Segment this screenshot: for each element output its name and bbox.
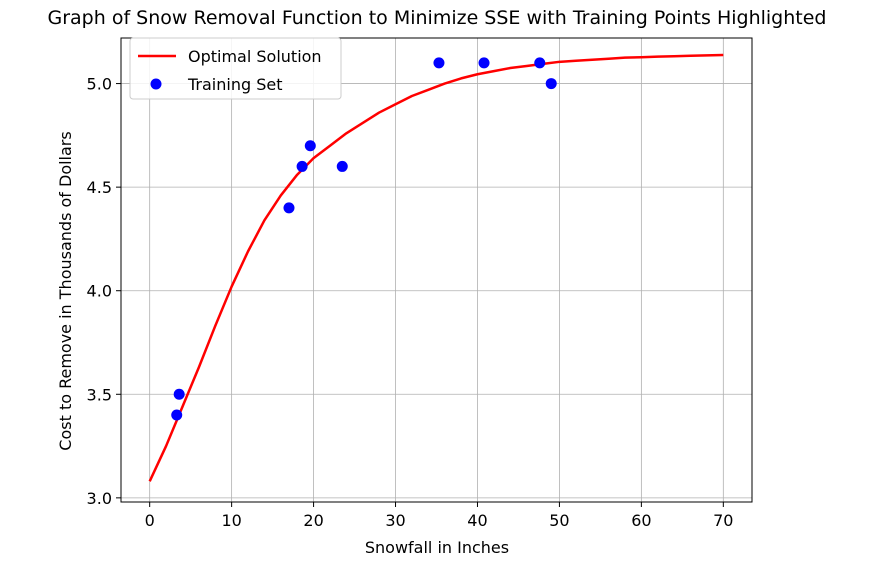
- legend-frame: [129, 37, 342, 100]
- plot-frame: [120, 37, 753, 503]
- y-axis-label: Cost to Remove in Thousands of Dollars: [56, 131, 75, 450]
- training-point: [478, 57, 490, 69]
- training-point: [296, 160, 308, 172]
- training-point: [534, 57, 546, 69]
- grid: [121, 38, 752, 502]
- x-tick-label: 20: [303, 511, 323, 530]
- x-tick-label: 0: [145, 511, 155, 530]
- training-point: [336, 160, 348, 172]
- series-optimal-solution: [148, 53, 724, 482]
- training-point: [304, 140, 316, 152]
- legend-label-optimal-solution: Optimal Solution: [188, 47, 322, 66]
- x-tick-label: 50: [549, 511, 569, 530]
- training-point: [173, 388, 185, 400]
- y-axis-ticks: 3.0 3.5 4.0 4.5 5.0: [87, 75, 121, 508]
- training-point: [283, 202, 295, 214]
- legend-label-training-set: Training Set: [187, 75, 283, 94]
- training-point: [433, 57, 445, 69]
- y-tick-label: 4.5: [87, 178, 112, 197]
- legend: Optimal Solution Training Set: [129, 37, 342, 100]
- x-tick-label: 40: [467, 511, 487, 530]
- legend-marker-swatch: [150, 78, 162, 90]
- y-tick-label: 4.0: [87, 282, 112, 301]
- line-optimal-solution: [148, 53, 724, 482]
- x-tick-label: 70: [713, 511, 733, 530]
- x-tick-label: 60: [631, 511, 651, 530]
- series-training-set: [171, 57, 557, 421]
- y-tick-label: 3.5: [87, 385, 112, 404]
- training-point: [171, 409, 183, 421]
- training-point: [545, 78, 557, 90]
- x-tick-label: 10: [221, 511, 241, 530]
- y-tick-label: 5.0: [87, 75, 112, 94]
- x-axis-label: Snowfall in Inches: [365, 538, 509, 557]
- chart-title: Graph of Snow Removal Function to Minimi…: [48, 7, 827, 29]
- x-axis-ticks: 0 10 20 30 40 50 60 70: [145, 502, 733, 530]
- x-tick-label: 30: [385, 511, 405, 530]
- y-tick-label: 3.0: [87, 489, 112, 508]
